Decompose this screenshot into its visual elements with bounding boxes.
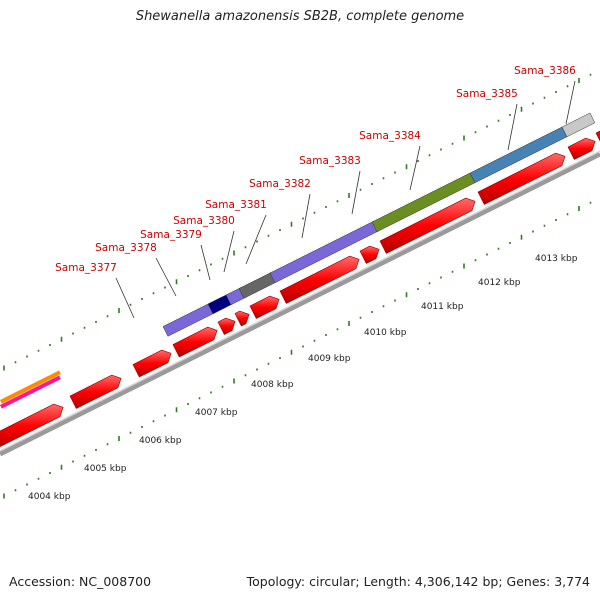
gene-label-1: Sama_3378: [95, 242, 157, 254]
kbp-label-2: 4006 kbp: [139, 436, 182, 446]
gene-label-4: Sama_3381: [205, 199, 267, 211]
cog-stripe-0: [0, 370, 61, 404]
cds-arrow-9: [379, 197, 476, 254]
gene-leader-8: [507, 103, 518, 151]
gene-leader-0: [115, 277, 135, 319]
gene-leader-7: [409, 145, 421, 191]
kbp-label-3: 4007 kbp: [195, 408, 238, 418]
kbp-label-8: 4012 kbp: [478, 278, 521, 288]
gene-label-0: Sama_3377: [55, 262, 117, 274]
kbp-label-9: 4013 kbp: [535, 254, 578, 264]
gene-label-6: Sama_3383: [299, 155, 361, 167]
tick-layer: [3, 73, 592, 499]
cog-bar-7: [561, 112, 596, 138]
gene-leader-2: [200, 244, 211, 281]
cds-arrow-12: [595, 130, 600, 142]
cog-layer: [0, 112, 596, 409]
genome-summary-text: Topology: circular; Length: 4,306,142 bp…: [246, 574, 590, 589]
cds-arrow-3: [172, 326, 218, 358]
gene-leader-5: [301, 193, 311, 239]
gene-leader-1: [155, 257, 177, 297]
cds-arrow-1: [69, 374, 122, 409]
cds-arrow-0: [0, 403, 64, 447]
cds-arrow-2: [132, 349, 172, 378]
gene-leader-9: [565, 80, 576, 125]
kbp-label-6: 4010 kbp: [364, 328, 407, 338]
gene-label-3: Sama_3380: [173, 215, 235, 227]
cds-arrow-8: [359, 245, 380, 264]
backbone-layer: [0, 150, 600, 457]
cds-arrow-7: [279, 255, 360, 304]
gene-leader-6: [351, 170, 361, 215]
cds-arrow-11: [567, 137, 596, 160]
cds-arrow-4: [217, 317, 236, 335]
gene-label-5: Sama_3382: [249, 178, 311, 190]
gene-label-8: Sama_3385: [456, 88, 518, 100]
cds-layer: [0, 130, 600, 447]
kbp-label-5: 4009 kbp: [308, 354, 351, 364]
kbp-label-layer: 4004 kbp 4005 kbp 4006 kbp 4007 kbp 4008 kbp…: [28, 254, 578, 502]
cds-arrow-10: [477, 152, 566, 205]
cds-arrow-6: [249, 295, 280, 319]
gene-leader-4: [245, 214, 267, 265]
gene-leader-3: [223, 230, 235, 273]
backbone-highlight: [0, 150, 600, 452]
map-title: Shewanella amazonensis SB2B, complete ge…: [135, 9, 465, 24]
kbp-label-4: 4008 kbp: [251, 380, 294, 390]
accession-text: Accession: NC_008700: [9, 574, 152, 589]
kbp-label-1: 4005 kbp: [84, 464, 127, 474]
cds-arrow-5: [234, 310, 250, 327]
gene-label-7: Sama_3384: [359, 130, 421, 142]
gene-label-9: Sama_3386: [514, 65, 576, 77]
gene-label-2: Sama_3379: [140, 229, 202, 241]
kbp-label-0: 4004 kbp: [28, 492, 71, 502]
kbp-label-7: 4011 kbp: [421, 302, 464, 312]
backbone-line: [0, 151, 600, 457]
cog-stripe-1: [0, 375, 61, 409]
